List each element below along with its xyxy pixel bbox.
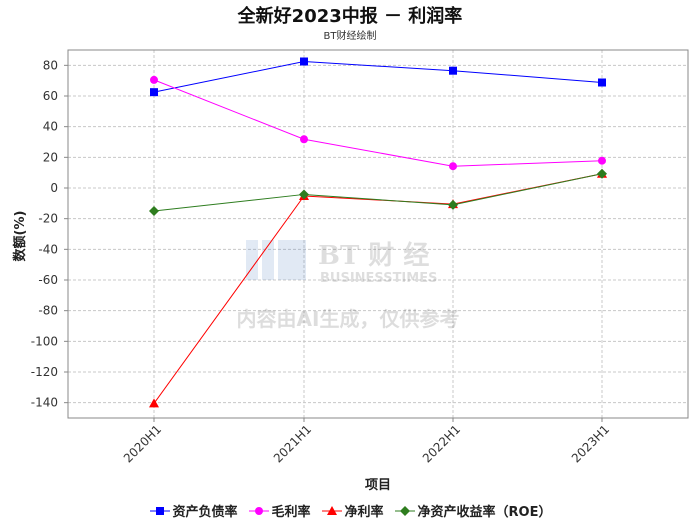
legend-label: 资产负债率 [172,505,238,520]
chart-legend: 资产负债率 毛利率 净利率 净资产收益率（ROE） [0,501,700,520]
y-tick-label: 60 [43,89,58,103]
y-tick-label: -120 [31,365,58,379]
chart-subtitle: BT财经绘制 [323,31,377,42]
series-group [149,57,607,408]
chart-title: 全新好2023中报 － 利润率 [237,6,463,27]
y-tick-label: 0 [50,181,58,195]
x-tick-label: 2021H1 [271,422,314,465]
legend-swatch-marker [399,505,410,516]
data-point [300,57,308,66]
series-2 [150,75,606,171]
legend-swatch [149,506,170,515]
grid-lines [64,50,688,422]
series-line [153,173,603,212]
x-axis-label: 项目 [365,478,391,493]
y-axis-label: 数额(%) [12,211,28,262]
legend-item: 毛利率 [248,501,311,520]
plot-frame [67,49,689,419]
watermark-logo-block-1 [246,240,258,280]
legend-label: 净资产收益率（ROE） [417,505,552,520]
y-tick-label: 20 [43,150,58,164]
data-point [598,78,606,87]
watermark: BT 财 经 BUSINESSTIMES 内容由AI生成，仅供参考 [237,240,460,331]
series-line [153,60,603,93]
x-tick-label: 2020H1 [121,422,164,465]
watermark-brand: BT 财 经 [318,240,429,271]
legend-swatch-marker [155,506,164,515]
series-4 [149,168,607,216]
x-tick-label: 2022H1 [420,422,463,465]
y-tick-label: -100 [31,334,58,348]
data-point [598,156,606,165]
x-axis-ticks: 2020H1 2021H1 2022H1 2023H1 [121,422,612,465]
series-line [153,173,603,404]
y-tick-label: 80 [43,58,58,72]
legend-label: 毛利率 [271,505,311,520]
data-point [150,75,158,84]
data-point [149,206,159,216]
data-point [449,162,457,171]
line-chart: 80 60 40 20 0 -20 -40 -60 -80 -100 -120 -140 2020H1… [12,49,689,493]
data-point [150,88,158,97]
legend-swatch-marker [254,506,263,515]
y-axis-ticks: 80 60 40 20 0 -20 -40 -60 -80 -100 -120 -140 [31,58,58,409]
watermark-brand-sub: BUSINESSTIMES [320,271,437,286]
y-tick-label: -140 [31,396,58,410]
data-point [149,398,159,408]
legend-item: 净资产收益率（ROE） [394,501,552,520]
y-tick-label: -40 [38,242,58,256]
data-point [597,168,607,179]
legend-swatch-marker [326,505,337,515]
legend-item: 资产负债率 [149,501,238,520]
y-tick-label: -20 [38,212,58,226]
data-point [299,189,309,200]
y-tick-label: 40 [43,120,58,134]
legend-swatch [394,505,415,516]
legend-swatch [248,506,269,515]
watermark-notice: 内容由AI生成，仅供参考 [237,307,460,331]
data-point [449,66,457,75]
series-1 [150,57,606,97]
y-tick-label: -60 [38,273,58,287]
legend-swatch [321,505,342,515]
x-tick-label: 2023H1 [569,422,612,465]
data-point [448,199,458,210]
series-line [153,79,603,167]
y-tick-label: -80 [38,304,58,318]
watermark-logo-block-3 [278,240,306,280]
legend-item: 净利率 [321,501,384,520]
legend-label: 净利率 [344,505,384,520]
data-point [300,135,308,144]
